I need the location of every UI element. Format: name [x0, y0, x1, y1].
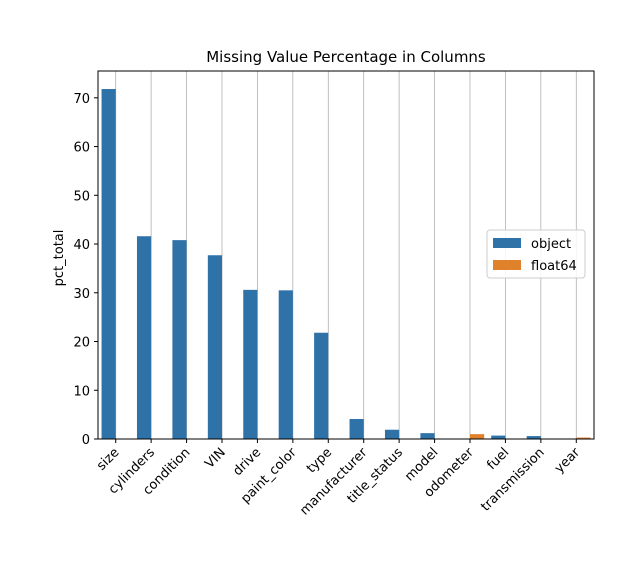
- bar-object-model: [420, 433, 435, 439]
- bar-object-transmission: [526, 436, 541, 439]
- bars: [101, 89, 591, 440]
- x-tick-label-type: type: [304, 445, 335, 476]
- y-tick-label-60: 60: [73, 141, 90, 156]
- bar-object-cylinders: [136, 236, 152, 439]
- x-tick-label-fuel: fuel: [484, 445, 512, 473]
- y-tick-label-40: 40: [73, 238, 90, 253]
- chart-title: Missing Value Percentage in Columns: [206, 48, 486, 66]
- y-tick-label-10: 10: [73, 384, 90, 399]
- y-tick-label-50: 50: [73, 189, 90, 204]
- legend-swatch-object: [493, 238, 521, 248]
- y-axis: 0 10 20 30 40 50 60 70: [73, 92, 98, 448]
- x-tick-label-transmission: transmission: [478, 445, 547, 514]
- bar-object-fuel: [491, 435, 506, 439]
- legend-swatch-float64: [493, 260, 521, 270]
- y-tick-label-0: 0: [82, 433, 90, 448]
- x-tick-label-year: year: [552, 445, 584, 477]
- bar-object-condition: [172, 240, 187, 439]
- y-tick-label-20: 20: [73, 336, 90, 351]
- legend-label-object: object: [531, 237, 571, 252]
- bar-object-paint_color: [278, 290, 293, 439]
- plot-frame: [97, 70, 595, 440]
- legend: object float64: [486, 229, 586, 279]
- bar-float64-year: [576, 437, 591, 439]
- bar-object-title_status: [384, 429, 400, 439]
- bar-float64-odometer: [470, 434, 485, 439]
- bar-object-manufacturer: [349, 419, 364, 439]
- legend-label-float64: float64: [531, 259, 577, 274]
- bar-object-VIN: [207, 255, 222, 439]
- y-axis-label: pct_total: [52, 230, 67, 287]
- x-tick-label-VIN: VIN: [202, 445, 228, 471]
- bar-object-size: [101, 89, 116, 440]
- bar-object-drive: [243, 289, 258, 439]
- x-tick-label-size: size: [94, 445, 122, 473]
- y-tick-label-30: 30: [73, 287, 90, 302]
- bar-object-type: [314, 332, 329, 439]
- y-tick-label-70: 70: [73, 92, 90, 107]
